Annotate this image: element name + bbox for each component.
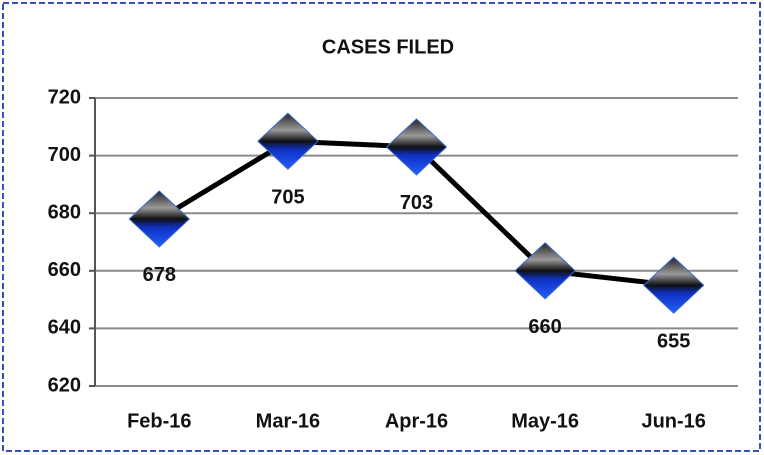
y-tick-label: 620 [48, 374, 81, 396]
marker [128, 190, 191, 248]
x-tick-label: Jun-16 [641, 410, 705, 432]
y-tick-label: 660 [48, 259, 81, 281]
marker [642, 256, 705, 314]
marker [514, 242, 576, 300]
data-label: 703 [400, 192, 433, 214]
y-tick-label: 700 [48, 144, 81, 166]
x-tick-label: Feb-16 [127, 410, 191, 432]
y-tick-label: 640 [48, 317, 81, 339]
x-tick-label: Apr-16 [385, 410, 448, 432]
x-tick-label: May-16 [511, 410, 579, 432]
x-tick-label: Mar-16 [256, 410, 320, 432]
data-label: 660 [528, 316, 561, 338]
marker [257, 112, 319, 170]
data-label: 655 [657, 330, 690, 352]
y-tick-label: 720 [48, 86, 81, 108]
data-label: 678 [143, 264, 176, 286]
y-tick-label: 680 [48, 201, 81, 223]
data-label: 705 [271, 186, 304, 208]
marker [385, 118, 448, 176]
chart-title: CASES FILED [322, 36, 454, 58]
